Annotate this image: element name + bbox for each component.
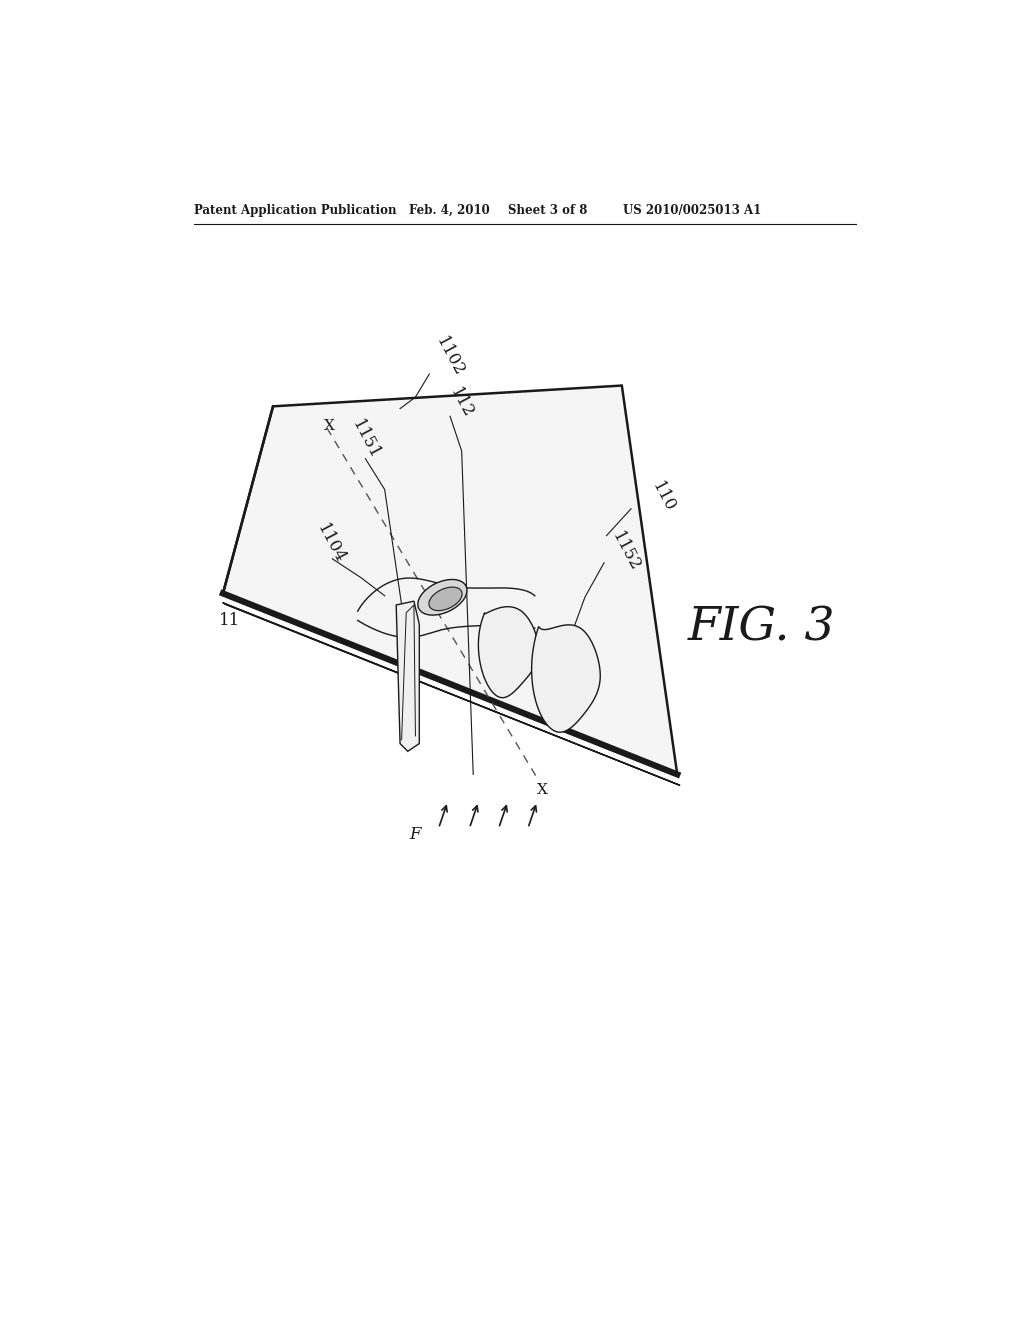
Text: X: X [537,783,548,797]
Text: FIG. 3: FIG. 3 [688,606,836,651]
Text: X: X [324,420,335,433]
Text: US 2010/0025013 A1: US 2010/0025013 A1 [624,205,762,218]
Text: 110: 110 [648,479,678,515]
Polygon shape [478,607,539,698]
Text: Feb. 4, 2010: Feb. 4, 2010 [410,205,490,218]
Polygon shape [223,385,677,775]
Text: 1152: 1152 [608,528,643,574]
Text: 112: 112 [446,385,476,421]
Text: Sheet 3 of 8: Sheet 3 of 8 [508,205,587,218]
Text: 1151: 1151 [348,417,383,462]
Ellipse shape [418,579,467,615]
Text: Patent Application Publication: Patent Application Publication [194,205,396,218]
Text: 1104: 1104 [313,520,349,566]
Polygon shape [396,601,419,751]
Text: 1102: 1102 [432,334,467,380]
Polygon shape [223,603,680,785]
Ellipse shape [429,587,462,611]
Polygon shape [531,624,600,733]
Text: 11: 11 [218,612,240,628]
Text: F: F [410,826,421,843]
